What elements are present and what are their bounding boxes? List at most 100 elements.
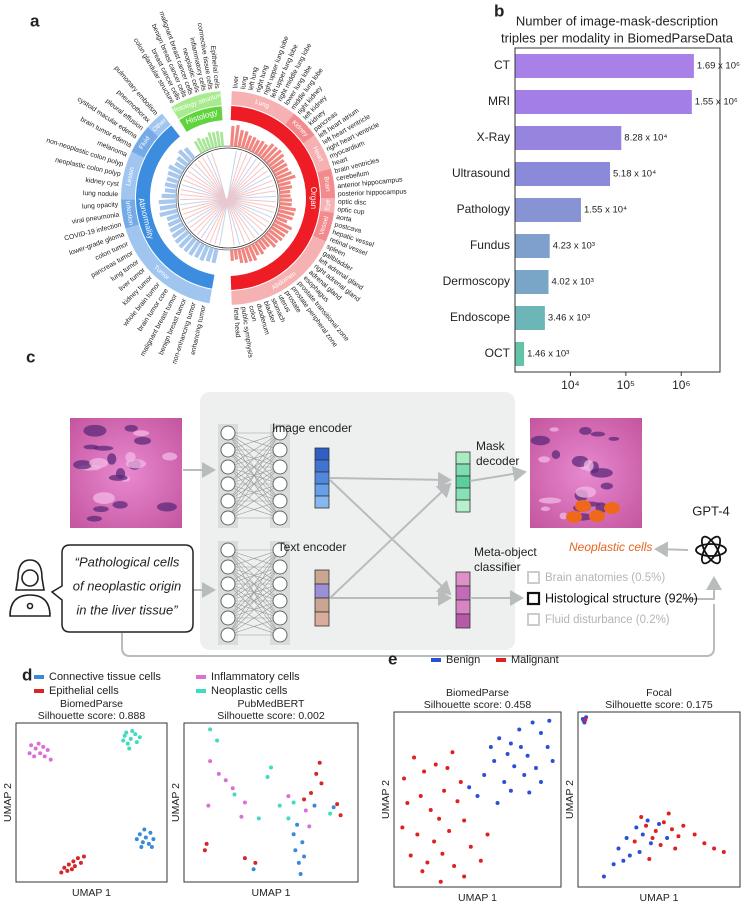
feature [314, 611, 330, 627]
point [645, 818, 650, 823]
legend-swatch [196, 675, 206, 679]
chart-title: triples per modality in BiomedParseData [501, 30, 734, 45]
bar [262, 146, 278, 162]
point [502, 780, 507, 784]
subgroup-band [320, 198, 335, 213]
point [721, 850, 726, 854]
bar [194, 242, 206, 259]
nucleus [162, 452, 178, 461]
subgroup-band [171, 91, 222, 120]
subgroup-band [131, 127, 159, 158]
point [328, 811, 333, 816]
nucleus [156, 502, 177, 512]
chord [211, 152, 235, 246]
point [428, 808, 433, 812]
point [440, 851, 445, 856]
point [653, 829, 658, 833]
node [220, 610, 236, 626]
bar-base [175, 145, 281, 251]
point [317, 760, 322, 765]
point [666, 811, 671, 816]
feature [314, 483, 330, 497]
point [497, 736, 502, 741]
nucleus [579, 426, 592, 435]
node [220, 559, 236, 575]
bar [196, 137, 206, 153]
point [482, 773, 487, 777]
bar [159, 203, 177, 211]
edge [227, 432, 281, 519]
panel-b: Number of image-mask-description triples … [443, 13, 740, 392]
node [220, 459, 236, 475]
nucleus [112, 501, 128, 509]
y-axis-label: UMAP 2 [170, 783, 182, 822]
y-axis-label: UMAP 2 [2, 783, 14, 822]
nucleus [538, 456, 550, 463]
feature [314, 583, 330, 599]
subgroup-band [231, 235, 326, 305]
category-label: lung [240, 76, 249, 90]
feature [455, 475, 471, 489]
point [139, 845, 144, 850]
bar [244, 135, 253, 150]
point [48, 757, 53, 762]
bar [272, 222, 289, 235]
group-band [230, 106, 321, 290]
bar [257, 239, 267, 251]
point [338, 813, 343, 818]
subgroup-label: Lesion [125, 166, 136, 187]
point [632, 839, 637, 844]
node [220, 542, 236, 558]
panel-label: b [494, 1, 504, 20]
nucleus [89, 458, 109, 468]
gpt-icon [695, 535, 727, 565]
point [36, 741, 41, 746]
value-label: 1.55 x 10⁶ [695, 97, 738, 108]
bar [262, 234, 277, 248]
point [239, 814, 244, 819]
nucleus [608, 436, 620, 441]
nucleus [551, 450, 561, 459]
point [550, 759, 555, 763]
nucleus [108, 474, 128, 481]
point [45, 748, 50, 753]
point [508, 741, 513, 746]
subgroup-band [231, 91, 294, 125]
point [128, 736, 133, 741]
nucleus [134, 436, 151, 445]
panel-label: d [22, 665, 32, 684]
nucleus [590, 431, 606, 437]
point [661, 820, 666, 825]
point [298, 872, 303, 877]
point [405, 801, 410, 805]
point [650, 836, 655, 840]
point [269, 765, 273, 770]
edge [227, 449, 281, 519]
point [627, 853, 632, 858]
category-label: liver [232, 75, 240, 89]
legend-label: Malignant [511, 654, 559, 666]
bar [515, 270, 549, 294]
node [272, 493, 288, 509]
point [151, 837, 156, 842]
point [437, 816, 442, 821]
node [272, 593, 288, 609]
point [33, 746, 38, 751]
bar [254, 140, 265, 155]
point [462, 818, 467, 823]
arrows [121, 462, 722, 657]
legend-label: Connective tissue cells [49, 671, 161, 683]
point [215, 738, 220, 743]
bar [279, 189, 291, 195]
node [220, 576, 236, 592]
bar [183, 237, 197, 253]
bar [199, 244, 210, 262]
point [29, 743, 34, 748]
point [331, 805, 336, 810]
point [644, 823, 649, 828]
point [673, 846, 678, 851]
bar [188, 240, 201, 256]
point [665, 836, 670, 840]
point [137, 735, 142, 740]
